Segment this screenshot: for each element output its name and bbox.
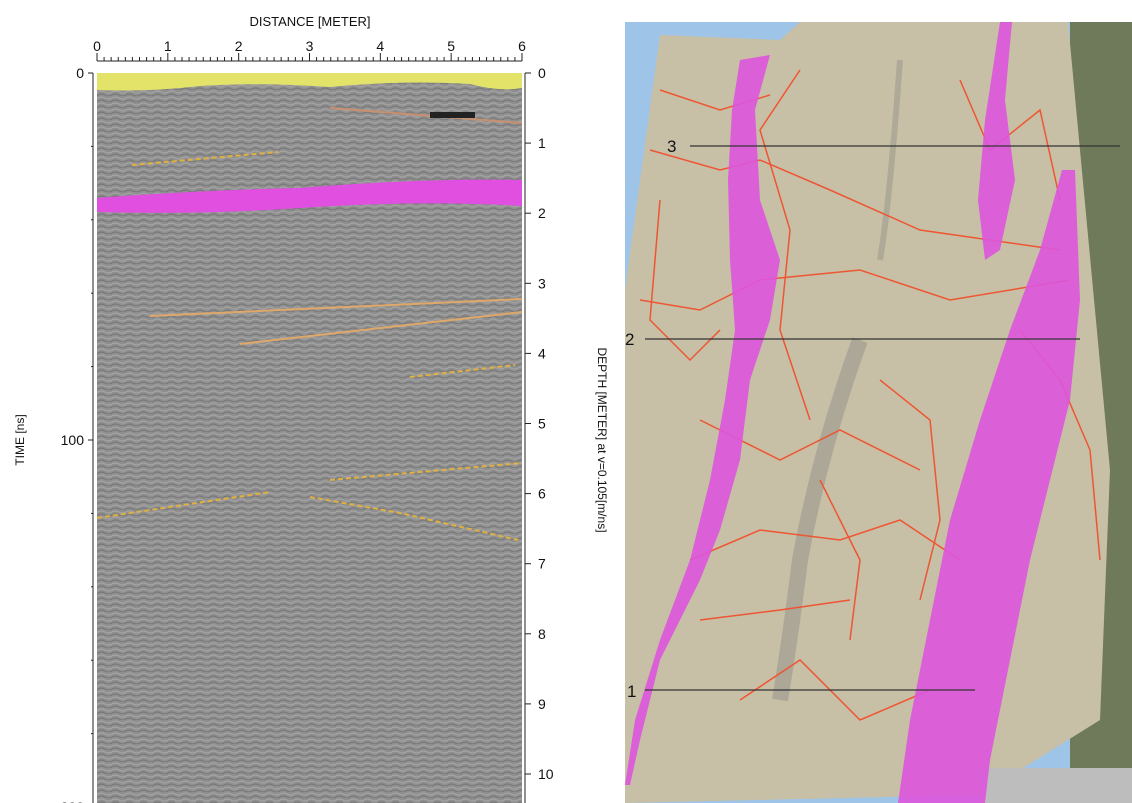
- profile-marker-3: 3: [667, 137, 676, 156]
- depth-tick-label: 5: [538, 416, 546, 432]
- time-tick-label: 100: [61, 432, 85, 448]
- time-axis-title: TIME [ns]: [13, 414, 27, 465]
- reflector-line: [149, 298, 522, 317]
- depth-tick-label: 7: [538, 556, 546, 572]
- rock-base: [980, 768, 1132, 803]
- reflector-line: [239, 311, 522, 345]
- dashed-pick: [409, 364, 516, 378]
- strong-reflection: [430, 112, 475, 118]
- depth-tick-label: 2: [538, 205, 546, 221]
- depth-tick-label: 6: [538, 486, 546, 502]
- depth-tick-label: 0: [538, 65, 546, 81]
- dashed-pick: [329, 462, 522, 481]
- depth-tick-label: 3: [538, 275, 546, 291]
- time-tick-label: 0: [76, 65, 84, 81]
- fracture-zone-left: [625, 55, 780, 785]
- distance-tick-label: 5: [447, 38, 455, 54]
- fracture-band-reflector: [97, 179, 522, 213]
- distance-tick-label: 4: [376, 38, 384, 54]
- dashed-pick: [97, 491, 271, 519]
- distance-ticks: 0 1 2 3 4 5 6: [93, 38, 526, 61]
- outcrop-photo-panel: [625, 22, 1132, 803]
- dashed-pick: [131, 151, 279, 166]
- fracture-zone-right-upper: [978, 22, 1015, 260]
- distance-axis-title: DISTANCE [METER]: [249, 14, 370, 29]
- surface-reflector: [97, 73, 522, 91]
- distance-tick-label: 3: [306, 38, 314, 54]
- dark-vein: [877, 59, 903, 261]
- dashed-pick: [309, 496, 519, 541]
- profile-marker-2: 2: [625, 330, 634, 349]
- depth-tick-label: 4: [538, 345, 546, 361]
- profile-marker-1: 1: [627, 682, 636, 701]
- distance-tick-label: 1: [164, 38, 172, 54]
- depth-tick-label: 8: [538, 626, 546, 642]
- depth-ticks: 0 1 2 3 4 5 6 7 8 9 10: [525, 65, 554, 782]
- time-ticks: 0 100 200: [61, 65, 93, 803]
- fracture-zone-right-main: [898, 170, 1080, 803]
- distance-tick-label: 6: [518, 38, 526, 54]
- distance-tick-label: 2: [235, 38, 243, 54]
- depth-tick-label: 1: [538, 135, 546, 151]
- distance-tick-label: 0: [93, 38, 101, 54]
- dark-vein: [772, 337, 868, 702]
- time-tick-label: 200: [61, 799, 85, 803]
- reflector-line: [329, 107, 522, 124]
- depth-tick-label: 10: [538, 766, 554, 782]
- depth-axis-title: DEPTH [METER] at v=0.105[m/ns]: [595, 347, 609, 532]
- depth-tick-label: 9: [538, 696, 546, 712]
